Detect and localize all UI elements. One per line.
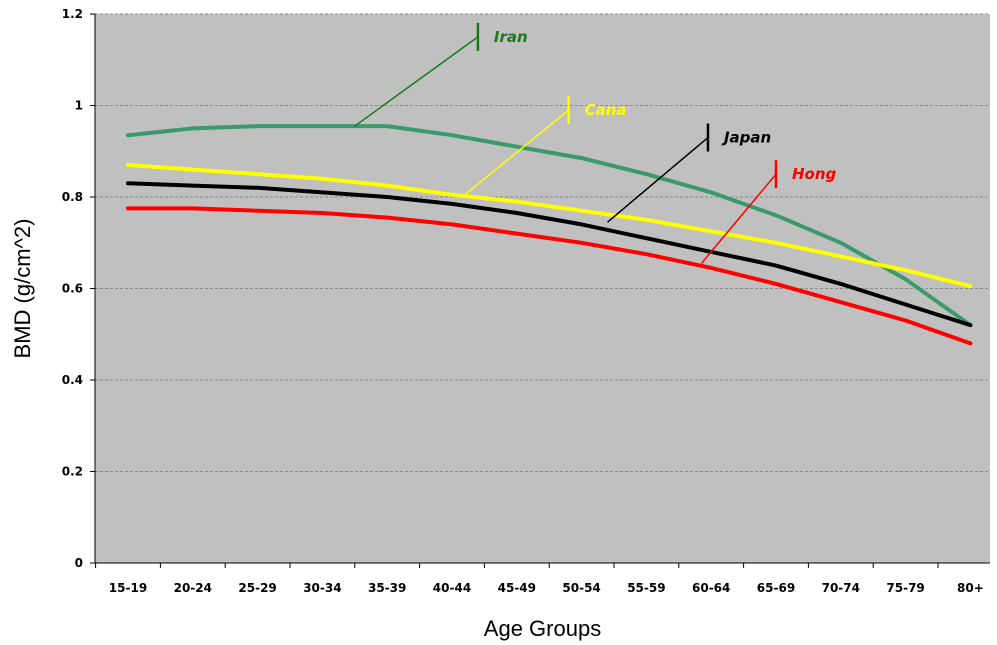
x-tick-label: 50-54	[562, 581, 600, 595]
y-tick-label: 1	[75, 99, 83, 113]
series-lines	[126, 124, 973, 346]
x-tick-label: 80+	[957, 581, 984, 595]
series-label-hong: Hong	[792, 165, 837, 183]
axes	[90, 13, 990, 568]
x-tick-label: 40-44	[433, 581, 471, 595]
x-axis-title: Age Groups	[484, 616, 601, 641]
series-line-cana	[126, 163, 973, 289]
x-tick-label: 55-59	[627, 581, 665, 595]
callout-leader	[700, 173, 777, 264]
series-line-japan	[126, 181, 973, 328]
y-tick-labels: 0 0.2 0.4 0.6 0.8 1 1.2	[62, 7, 83, 570]
y-tick-label: 1.2	[62, 7, 83, 21]
y-tick-label: 0.4	[62, 373, 83, 387]
series-label-japan: Japan	[721, 129, 771, 147]
series-callouts: Iran Cana Japan Hong	[354, 22, 837, 264]
x-tick-label: 15-19	[109, 581, 147, 595]
y-tick-label: 0.2	[62, 465, 83, 479]
x-tick-label: 75-79	[886, 581, 924, 595]
callout-leader	[354, 36, 479, 127]
x-tick-label: 60-64	[692, 581, 730, 595]
x-tick-label: 35-39	[368, 581, 406, 595]
series-label-cana: Cana	[585, 101, 627, 119]
series-label-iran: Iran	[494, 28, 528, 46]
callout-leader	[607, 136, 709, 223]
x-tick-label: 25-29	[238, 581, 276, 595]
y-tick-label: 0	[75, 556, 83, 570]
series-line-hong	[126, 206, 973, 346]
y-tick-label: 0.6	[62, 282, 83, 296]
x-tick-labels: 15-19 20-24 25-29 30-34 35-39 40-44 45-49 50-54…	[109, 581, 984, 595]
y-tick-label: 0.8	[62, 190, 83, 204]
x-tick-label: 45-49	[498, 581, 536, 595]
x-tick-label: 65-69	[757, 581, 795, 595]
x-tick-label: 30-34	[303, 581, 341, 595]
x-tick-label: 20-24	[174, 581, 212, 595]
x-tick-label: 70-74	[822, 581, 860, 595]
series-line-iran	[126, 124, 973, 328]
callout-leader	[464, 109, 570, 196]
gridlines	[95, 13, 990, 472]
y-axis-title: BMD (g/cm^2)	[10, 219, 35, 359]
